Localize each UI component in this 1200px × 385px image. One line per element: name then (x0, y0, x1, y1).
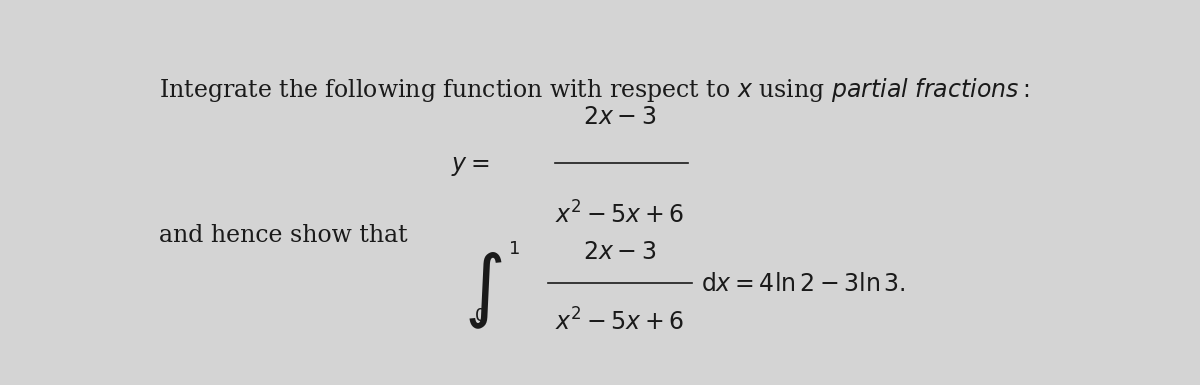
Text: and hence show that: and hence show that (160, 224, 408, 247)
Text: $x^2 - 5x + 6$: $x^2 - 5x + 6$ (554, 202, 684, 229)
Text: Integrate the following function with respect to $x$ using $\mathit{partial\ fra: Integrate the following function with re… (160, 76, 1030, 104)
Text: $0$: $0$ (474, 307, 486, 325)
Text: $1$: $1$ (508, 240, 520, 258)
Text: $\mathrm{d}x = 4\ln 2 - 3\ln 3.$: $\mathrm{d}x = 4\ln 2 - 3\ln 3.$ (701, 273, 905, 296)
Text: $y = $: $y = $ (451, 155, 490, 178)
Text: $2x - 3$: $2x - 3$ (583, 241, 656, 264)
Text: $x^2 - 5x + 6$: $x^2 - 5x + 6$ (554, 308, 684, 335)
Text: $2x - 3$: $2x - 3$ (583, 106, 656, 129)
Text: $\int$: $\int$ (463, 251, 502, 331)
